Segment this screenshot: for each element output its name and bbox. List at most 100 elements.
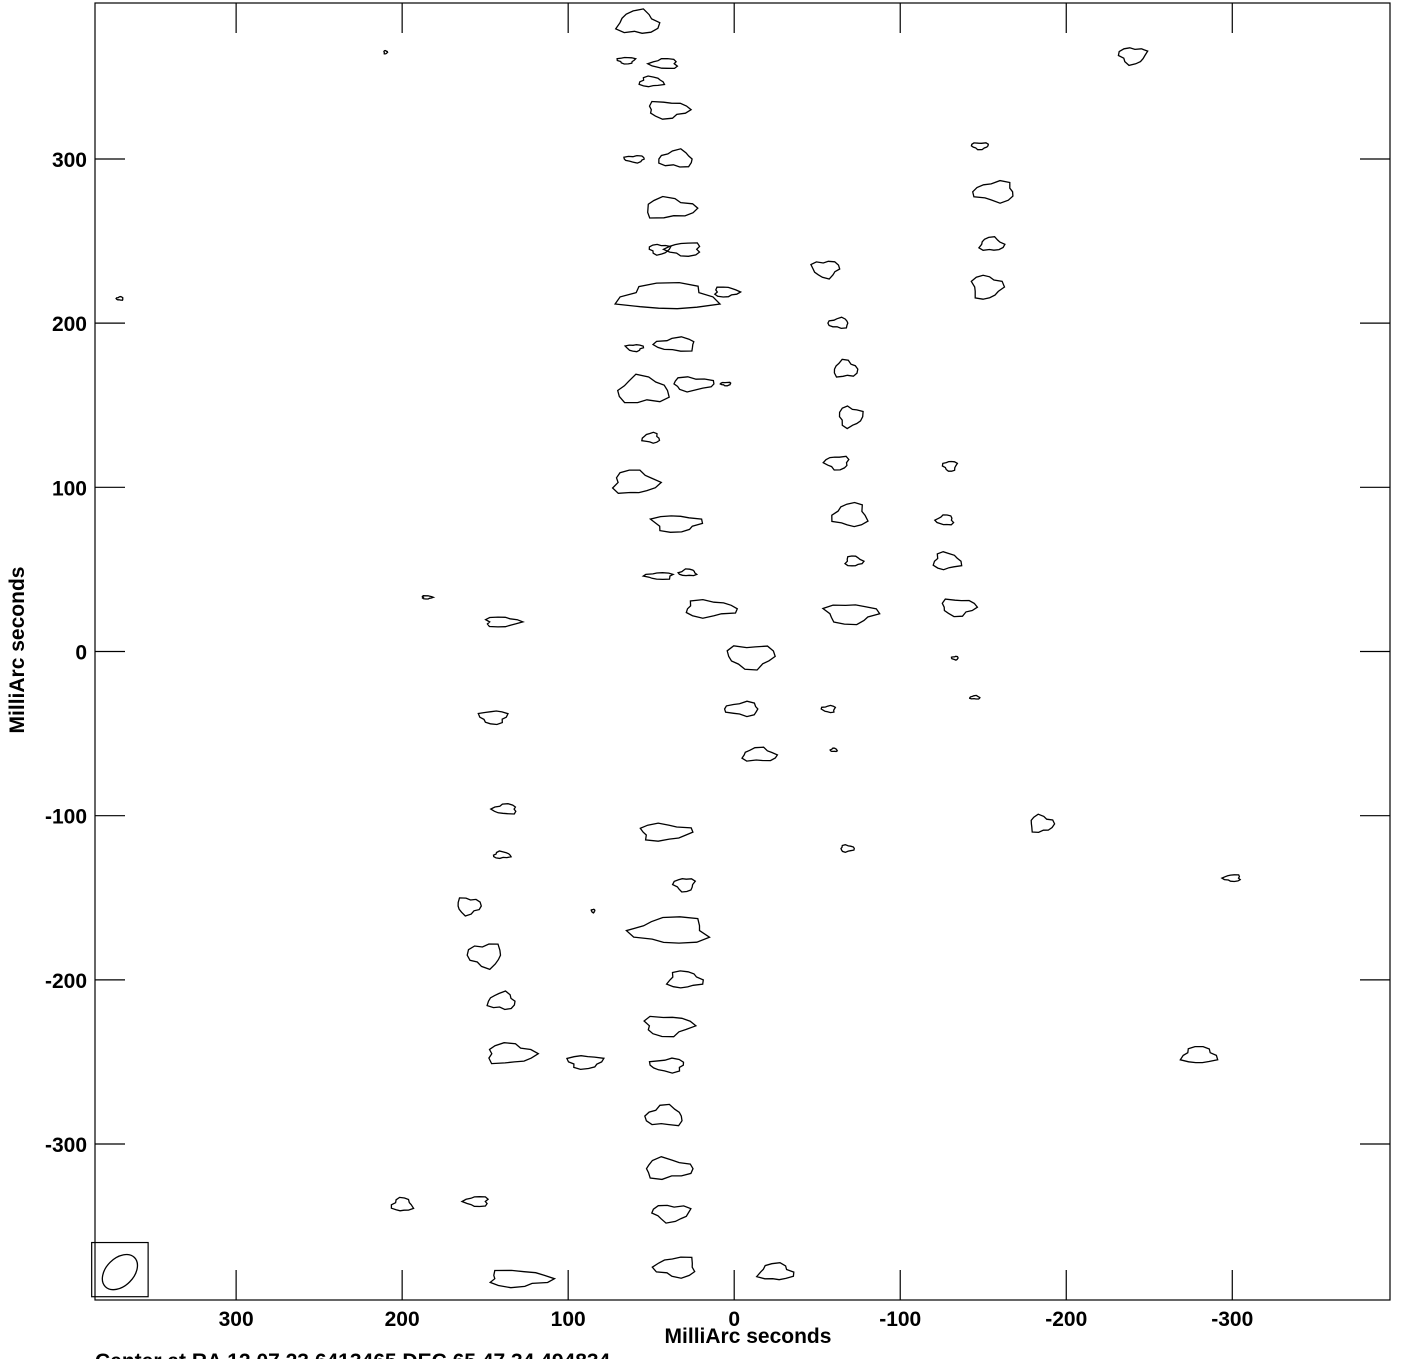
contour-region: [673, 376, 715, 393]
contour-region: [648, 1057, 685, 1074]
contour-region: [840, 844, 855, 853]
contour-region: [843, 555, 866, 567]
contour-region: [820, 704, 837, 714]
contour-region: [611, 469, 663, 494]
y-tick-label: 100: [52, 477, 87, 500]
contour-region: [115, 295, 124, 301]
contour-region: [671, 878, 697, 893]
contour-region: [755, 1262, 795, 1281]
contour-region: [933, 514, 955, 526]
axis-ticks: [95, 3, 1390, 1300]
contour-region: [645, 1156, 694, 1181]
contour-region: [477, 710, 509, 726]
center-coordinates-footer: Center at RA 12 07 23.6413465 DEC 65 47 …: [95, 1350, 611, 1359]
contour-region: [831, 501, 869, 528]
y-tick-label: -300: [45, 1134, 87, 1157]
contour-region: [685, 598, 739, 619]
axis-tick-labels: 300 200 100 0 -100 -200 -300 300 200 100 0 -100 -200…: [45, 149, 1253, 1331]
contour-region: [623, 344, 645, 353]
contour-region: [1030, 813, 1056, 834]
contour-region: [665, 970, 705, 989]
y-tick-label: 300: [52, 149, 87, 172]
contour-region: [658, 148, 693, 168]
contour-region: [590, 908, 596, 914]
contour-region: [489, 803, 517, 815]
contour-region: [488, 1269, 557, 1289]
contour-region: [638, 75, 666, 88]
contour-region: [713, 286, 743, 298]
plot-frame: [94, 2, 1391, 1301]
contour-region: [970, 274, 1006, 300]
contour-region: [625, 916, 711, 944]
contour-region: [968, 694, 981, 700]
contour-region: [641, 431, 661, 444]
x-tick-label: -200: [1045, 1308, 1087, 1331]
contour-region: [648, 515, 704, 533]
contour-region: [486, 990, 516, 1011]
contour-region: [821, 604, 881, 626]
contour-region: [1220, 874, 1242, 883]
contour-region: [457, 897, 483, 917]
x-tick-label: 200: [385, 1308, 420, 1331]
contour-region: [484, 616, 525, 628]
contour-region: [1117, 47, 1149, 67]
contour-region: [941, 460, 959, 472]
contour-region: [383, 49, 389, 55]
x-axis-label: MilliArc seconds: [665, 1325, 832, 1348]
contour-region: [650, 1204, 692, 1224]
contour-region: [616, 373, 670, 404]
contour-region: [614, 8, 661, 34]
x-tick-label: -300: [1211, 1308, 1253, 1331]
contour-region: [810, 260, 841, 280]
y-tick-label: -100: [45, 806, 87, 829]
contour-region: [833, 358, 859, 378]
contour-region: [613, 281, 722, 310]
beam-indicator: [91, 1241, 149, 1298]
x-tick-label: 100: [551, 1308, 586, 1331]
contour-region: [623, 154, 646, 164]
contour-region: [932, 551, 963, 571]
x-tick-label: 0: [728, 1308, 740, 1331]
contour-region: [648, 100, 693, 120]
y-tick-label: -200: [45, 970, 87, 993]
contour-region: [492, 850, 513, 860]
contour-region: [488, 1042, 540, 1065]
contour-region: [1179, 1045, 1219, 1064]
contour-marks: [115, 8, 1242, 1289]
contour-region: [644, 1103, 683, 1127]
contour-region: [643, 1015, 698, 1038]
contour-region: [822, 455, 850, 471]
beam-box: [91, 1241, 149, 1298]
contour-region: [741, 746, 779, 762]
contour-region: [970, 142, 990, 151]
contour-region: [460, 1196, 490, 1208]
contour-region: [950, 655, 959, 661]
contour-region: [719, 381, 732, 387]
contour-region: [645, 57, 679, 70]
contour-region: [676, 568, 699, 577]
contour-region: [565, 1055, 605, 1071]
contour-region: [829, 747, 839, 753]
y-tick-label: 200: [52, 313, 87, 336]
contour-region: [971, 179, 1014, 204]
contour-region: [616, 56, 637, 65]
y-axis-label: MilliArc seconds: [6, 567, 29, 734]
beam-ellipse: [101, 1253, 139, 1291]
contour-region: [977, 236, 1006, 251]
contour-region: [661, 242, 701, 257]
contour-region: [941, 598, 979, 618]
y-tick-label: 0: [75, 642, 87, 665]
contour-region: [726, 645, 776, 671]
x-tick-label: 300: [219, 1308, 254, 1331]
x-tick-label: -100: [879, 1308, 921, 1331]
contour-region: [647, 195, 699, 219]
contour-region: [390, 1196, 415, 1212]
contour-region: [466, 943, 502, 971]
contour-region: [723, 700, 759, 718]
contour-region: [827, 316, 849, 330]
contour-region: [421, 595, 436, 600]
contour-region: [838, 405, 864, 430]
contour-region: [648, 243, 672, 256]
contour-region: [641, 572, 675, 581]
